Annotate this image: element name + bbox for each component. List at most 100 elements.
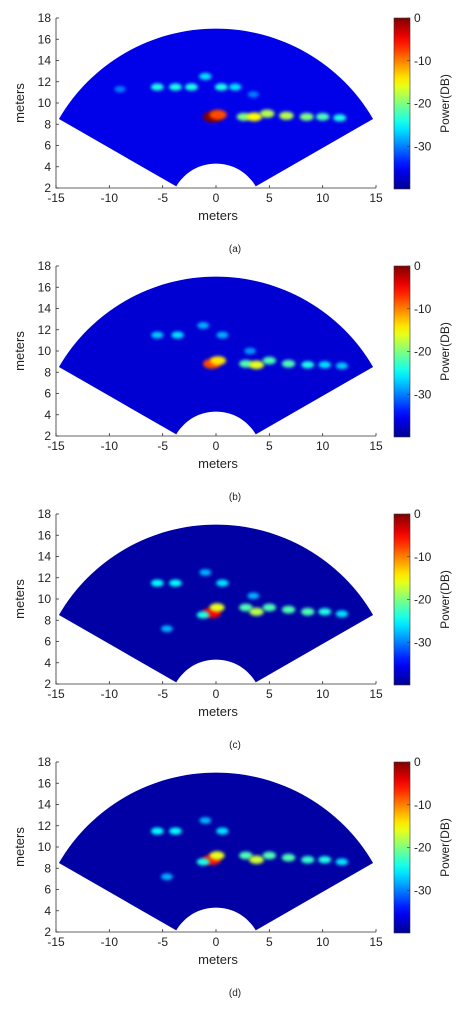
hotspot bbox=[169, 83, 182, 91]
hotspot bbox=[239, 851, 253, 860]
hotspot bbox=[244, 347, 256, 355]
hotspot bbox=[185, 83, 198, 91]
x-tick-label: 15 bbox=[369, 935, 383, 949]
x-axis-label: meters bbox=[198, 208, 238, 223]
x-tick-label: -10 bbox=[101, 439, 119, 453]
hotspot bbox=[236, 112, 251, 121]
y-tick-label: 4 bbox=[44, 656, 51, 670]
colorbar-tick-label: -10 bbox=[414, 798, 432, 812]
panel-label: (a) bbox=[229, 244, 241, 255]
hotspot bbox=[333, 114, 347, 122]
hotspot bbox=[171, 331, 184, 339]
colorbar-tick-label: 0 bbox=[414, 259, 421, 273]
colorbar-label: Power(DB) bbox=[438, 570, 452, 629]
hotspot bbox=[248, 360, 265, 370]
x-tick-label: 0 bbox=[213, 935, 220, 949]
hotspot bbox=[318, 361, 331, 369]
y-tick-label: 2 bbox=[44, 429, 51, 443]
y-tick-label: 12 bbox=[38, 323, 52, 337]
x-tick-label: -5 bbox=[157, 687, 168, 701]
y-tick-label: 8 bbox=[44, 861, 51, 875]
y-tick-label: 10 bbox=[38, 96, 52, 110]
hotspot bbox=[281, 853, 296, 862]
x-tick-label: -15 bbox=[47, 687, 65, 701]
hotspot bbox=[249, 855, 264, 864]
y-tick-label: 2 bbox=[44, 677, 51, 691]
hotspot bbox=[239, 603, 253, 612]
y-tick-label: 16 bbox=[38, 776, 52, 790]
y-tick-label: 16 bbox=[38, 280, 52, 294]
colorbar-tick-label: 0 bbox=[414, 11, 421, 25]
hotspot bbox=[216, 579, 229, 587]
panel-b: -15 -10 -5 0 5 10 15 2 4 6 8 10 12 14 16 18 meters meters… bbox=[12, 259, 452, 503]
x-tick-label: -10 bbox=[101, 191, 119, 205]
x-tick-label: 10 bbox=[316, 687, 330, 701]
hotspot bbox=[279, 111, 294, 120]
x-tick-label: 0 bbox=[213, 191, 220, 205]
hotspot bbox=[301, 361, 315, 369]
y-tick-label: 8 bbox=[44, 365, 51, 379]
hotspot bbox=[262, 356, 277, 365]
colorbar-tick-label: -20 bbox=[414, 345, 432, 359]
hotspot bbox=[151, 827, 164, 835]
hotspot bbox=[246, 112, 263, 122]
hotspot bbox=[199, 817, 212, 824]
hotspot bbox=[229, 83, 242, 91]
hotspot bbox=[210, 356, 226, 366]
panel-c: -15 -10 -5 0 5 10 15 2 4 6 8 10 12 14 16 18 meters meters… bbox=[12, 507, 452, 751]
hotspot bbox=[281, 605, 296, 614]
y-tick-label: 6 bbox=[44, 387, 51, 401]
x-tick-label: -15 bbox=[47, 191, 65, 205]
hotspot bbox=[161, 625, 173, 633]
y-tick-label: 16 bbox=[38, 32, 52, 46]
x-tick-label: 10 bbox=[316, 191, 330, 205]
y-tick-label: 16 bbox=[38, 528, 52, 542]
radar-sector bbox=[58, 28, 374, 187]
y-tick-label: 2 bbox=[44, 925, 51, 939]
hotspot bbox=[151, 331, 164, 339]
y-tick-label: 18 bbox=[38, 259, 52, 273]
colorbar-tick-label: 0 bbox=[414, 507, 421, 521]
hotspot bbox=[216, 827, 229, 835]
x-tick-label: -5 bbox=[157, 439, 168, 453]
hotspot bbox=[299, 112, 314, 121]
hotspot bbox=[199, 72, 212, 80]
panel-label: (d) bbox=[229, 988, 241, 999]
hotspot bbox=[247, 592, 260, 600]
x-tick-label: 0 bbox=[213, 439, 220, 453]
colorbar-tick-label: -20 bbox=[414, 593, 432, 607]
y-tick-label: 4 bbox=[44, 904, 51, 918]
panel-label: (b) bbox=[229, 492, 241, 503]
colorbar-label: Power(DB) bbox=[438, 322, 452, 381]
x-tick-label: -5 bbox=[157, 191, 168, 205]
hotspot bbox=[315, 112, 330, 121]
hotspot bbox=[209, 851, 225, 860]
hotspot bbox=[199, 569, 212, 576]
colorbar-tick-label: -10 bbox=[414, 302, 432, 316]
x-tick-label: 15 bbox=[369, 439, 383, 453]
colorbar-tick-label: -20 bbox=[414, 841, 432, 855]
hotspot bbox=[150, 83, 164, 91]
y-tick-label: 10 bbox=[38, 840, 52, 854]
y-tick-label: 2 bbox=[44, 181, 51, 195]
x-tick-label: 15 bbox=[369, 191, 383, 205]
hotspot bbox=[301, 855, 315, 864]
y-tick-label: 14 bbox=[38, 54, 52, 68]
hotspot bbox=[196, 611, 210, 619]
x-tick-label: -10 bbox=[101, 935, 119, 949]
x-tick-label: 15 bbox=[369, 687, 383, 701]
hotspot bbox=[214, 83, 228, 91]
colorbar-label: Power(DB) bbox=[438, 818, 452, 877]
colorbar-tick-label: 0 bbox=[414, 755, 421, 769]
hotspot bbox=[301, 607, 315, 616]
radar-sector bbox=[58, 276, 374, 435]
y-axis-label: meters bbox=[12, 827, 27, 867]
y-tick-label: 6 bbox=[44, 635, 51, 649]
x-tick-label: 5 bbox=[266, 191, 273, 205]
y-tick-label: 18 bbox=[38, 755, 52, 769]
x-tick-label: 0 bbox=[213, 687, 220, 701]
hotspot bbox=[114, 85, 126, 93]
colorbar-tick-label: -30 bbox=[414, 883, 432, 897]
colorbar-tick-label: -30 bbox=[414, 635, 432, 649]
